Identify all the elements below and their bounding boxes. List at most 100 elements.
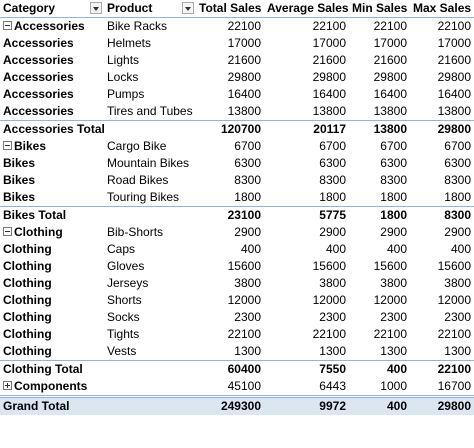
item-row: Clothing Socks 2300 2300 2300 2300: [0, 309, 474, 326]
value-cell: 22100: [196, 326, 264, 343]
toggle-icon[interactable]: [3, 381, 12, 391]
value-cell: 12000: [264, 292, 349, 309]
value-cell: 17000: [410, 35, 474, 52]
value-cell-text: 16400: [227, 87, 261, 101]
value-cell-text: 29800: [437, 399, 471, 413]
value-cell-text: 13800: [373, 104, 407, 118]
toggle-icon[interactable]: [3, 21, 12, 31]
value-cell-text: 3800: [380, 276, 407, 290]
value-cell-text: 3800: [319, 276, 346, 290]
item-row: Bikes Road Bikes 8300 8300 8300 8300: [0, 172, 474, 189]
value-cell: 16700: [410, 378, 474, 397]
category-cell-text: Clothing: [3, 259, 52, 273]
total-row: Accessories Total 120700 20117 13800 29800: [0, 120, 474, 138]
value-cell: 21600: [264, 52, 349, 69]
category-cell: Clothing: [0, 292, 104, 309]
value-cell: 22100: [410, 18, 474, 36]
product-cell: Helmets: [104, 35, 196, 52]
value-cell-text: 1300: [444, 344, 471, 358]
product-cell: Mountain Bikes: [104, 155, 196, 172]
value-cell: 1800: [264, 189, 349, 207]
value-cell-text: 3800: [234, 276, 261, 290]
value-cell-text: 17000: [373, 36, 407, 50]
value-cell-text: 16400: [373, 87, 407, 101]
product-cell-text: Jerseys: [107, 276, 149, 290]
product-cell: Socks: [104, 309, 196, 326]
filter-button[interactable]: [182, 2, 194, 14]
value-cell: 13800: [410, 103, 474, 121]
value-cell: 60400: [196, 360, 264, 378]
value-cell: 2900: [349, 224, 410, 241]
value-cell-text: 29800: [437, 122, 471, 136]
value-cell: 3800: [349, 275, 410, 292]
product-cell-text: Touring Bikes: [107, 190, 180, 204]
value-cell-text: 12000: [312, 293, 346, 307]
value-cell: 45100: [196, 378, 264, 397]
column-header: Average Sales: [264, 0, 349, 18]
column-header-text: Max Sales: [413, 1, 472, 15]
item-row: Clothing Tights 22100 22100 22100 22100: [0, 326, 474, 343]
value-cell: 17000: [264, 35, 349, 52]
value-cell: 15600: [410, 258, 474, 275]
value-cell-text: 5775: [319, 208, 346, 222]
product-cell-text: Bike Racks: [107, 19, 168, 33]
category-cell: Clothing: [0, 258, 104, 275]
category-cell-text: Clothing: [14, 225, 63, 239]
value-cell: 22100: [349, 18, 410, 36]
value-cell: 20117: [264, 120, 349, 138]
toggle-icon[interactable]: [3, 141, 12, 151]
value-cell-text: 400: [386, 399, 407, 413]
value-cell: 1300: [196, 343, 264, 361]
value-cell: 400: [264, 241, 349, 258]
total-label: Clothing Total: [0, 360, 196, 378]
column-header: Product: [104, 0, 196, 18]
column-header-text: Category: [3, 1, 56, 15]
first-row: Bikes Cargo Bike 6700 6700 6700 6700: [0, 138, 474, 155]
column-header: Category: [0, 0, 104, 18]
value-cell: 22100: [410, 326, 474, 343]
product-cell: Tires and Tubes: [104, 103, 196, 121]
column-header: Max Sales: [410, 0, 474, 18]
value-cell: 21600: [349, 52, 410, 69]
product-cell-text: Shorts: [107, 293, 142, 307]
product-cell: Vests: [104, 343, 196, 361]
value-cell-text: 400: [450, 242, 471, 256]
value-cell-text: 29800: [227, 70, 261, 84]
value-cell-text: 400: [386, 362, 407, 376]
value-cell-text: 1800: [234, 190, 261, 204]
category-cell: Clothing: [0, 326, 104, 343]
value-cell: 400: [196, 241, 264, 258]
category-cell: Accessories: [0, 103, 104, 121]
product-cell-text: Pumps: [107, 87, 145, 101]
value-cell: 22100: [349, 326, 410, 343]
value-cell: 15600: [196, 258, 264, 275]
value-cell: 249300: [196, 395, 264, 415]
value-cell-text: 2300: [380, 310, 407, 324]
toggle-icon[interactable]: [3, 227, 12, 237]
filter-button[interactable]: [90, 2, 102, 14]
value-cell: 21600: [196, 52, 264, 69]
value-cell-text: 15600: [312, 259, 346, 273]
value-cell: 13800: [196, 103, 264, 121]
value-cell-text: 8300: [234, 173, 261, 187]
value-cell: 1800: [349, 189, 410, 207]
value-cell: 1000: [349, 378, 410, 397]
value-cell-text: 12000: [437, 293, 471, 307]
item-row: Accessories Lights 21600 21600 21600 21600: [0, 52, 474, 69]
product-cell: Pumps: [104, 86, 196, 103]
value-cell-text: 6700: [234, 139, 261, 153]
value-cell: 16400: [196, 86, 264, 103]
total-label-text: Clothing Total: [3, 362, 83, 376]
value-cell: 6300: [196, 155, 264, 172]
product-cell: Caps: [104, 241, 196, 258]
value-cell-text: 400: [386, 242, 407, 256]
value-cell-text: 22100: [312, 19, 346, 33]
category-cell-text: Clothing: [3, 327, 52, 341]
value-cell: 29800: [349, 69, 410, 86]
value-cell: 1800: [410, 189, 474, 207]
column-header-text: Min Sales: [352, 1, 408, 15]
value-cell-text: 22100: [437, 19, 471, 33]
first-row: Clothing Bib-Shorts 2900 2900 2900 2900: [0, 224, 474, 241]
product-cell: Bike Racks: [104, 18, 196, 36]
category-cell: Bikes: [0, 189, 104, 207]
